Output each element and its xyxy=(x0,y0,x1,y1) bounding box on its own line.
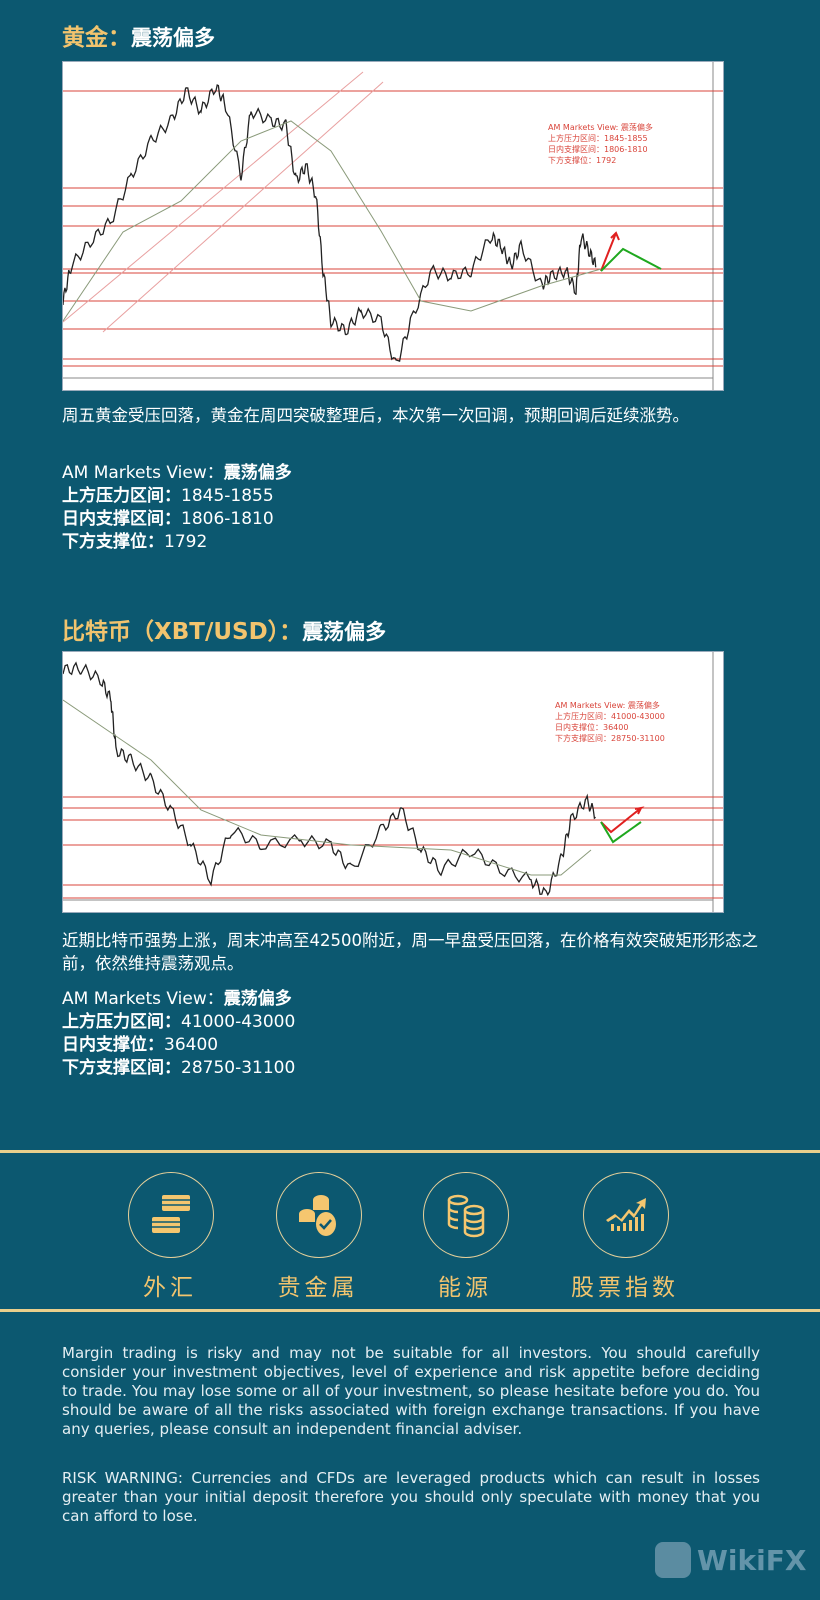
trend-line xyxy=(62,71,364,323)
btc-chart-note: AM Markets View: 震荡偏多 上方压力区间：41000-43000 日… xyxy=(555,701,665,743)
coin-stacks-icon xyxy=(423,1172,509,1258)
growth-chart-icon xyxy=(583,1172,669,1258)
up-arrow xyxy=(600,231,620,272)
category-forex[interactable]: 外汇 xyxy=(90,1172,250,1302)
up-arrow xyxy=(600,806,645,834)
category-label: 贵金属 xyxy=(277,1275,359,1301)
projected-path xyxy=(600,247,662,272)
gold-analysis: 周五黄金受压回落，黄金在周四突破整理后，本次第一次回调，预期回调后延续涨势。 xyxy=(62,406,689,425)
gold-title: 黄金：震荡偏多 xyxy=(62,25,215,51)
price-candles xyxy=(62,661,596,897)
moving-average-line xyxy=(62,120,602,322)
projected-path xyxy=(600,821,642,844)
gold-price-chart: AM Markets View: 震荡偏多 上方压力区间：1845-1855 日内支… xyxy=(62,61,724,391)
divider-top xyxy=(0,1150,820,1153)
btc-price-chart: AM Markets View: 震荡偏多 上方压力区间：41000-43000 日… xyxy=(62,651,724,913)
divider-bottom xyxy=(0,1309,820,1312)
gold-chart-svg xyxy=(62,62,723,390)
btc-title: 比特币（XBT/USD）：震荡偏多 xyxy=(62,619,387,645)
category-label: 股票指数 xyxy=(571,1275,679,1301)
disclaimer: Margin trading is risky and may not be s… xyxy=(62,1344,760,1438)
wikifx-logo-icon xyxy=(655,1542,691,1578)
cash-stack-icon xyxy=(128,1172,214,1258)
wikifx-watermark: WikiFX xyxy=(655,1542,806,1578)
category-energy[interactable]: 能源 xyxy=(385,1172,545,1302)
gold-stats: AM Markets View：震荡偏多 上方压力区间：1845-1855 日内… xyxy=(62,463,292,552)
btc-stats: AM Markets View：震荡偏多 上方压力区间：41000-43000 … xyxy=(62,989,296,1078)
risk-warning: RISK WARNING: Currencies and CFDs are le… xyxy=(62,1469,760,1525)
moving-average-line xyxy=(62,699,592,876)
btc-analysis: 近期比特币强势上涨，周末冲高至42500附近，周一早盘受压回落，在价格有效突破矩… xyxy=(62,931,758,973)
btc-chart-svg xyxy=(62,652,723,912)
category-label: 能源 xyxy=(438,1275,492,1301)
gold-chart-note: AM Markets View: 震荡偏多 上方压力区间：1845-1855 日内支… xyxy=(548,123,653,165)
coins-icon xyxy=(276,1172,362,1258)
price-candles xyxy=(62,84,597,363)
category-label: 外汇 xyxy=(143,1275,197,1301)
trend-line xyxy=(102,81,384,333)
category-stock-index[interactable]: 股票指数 xyxy=(545,1172,705,1302)
category-precious-metals[interactable]: 贵金属 xyxy=(238,1172,398,1302)
